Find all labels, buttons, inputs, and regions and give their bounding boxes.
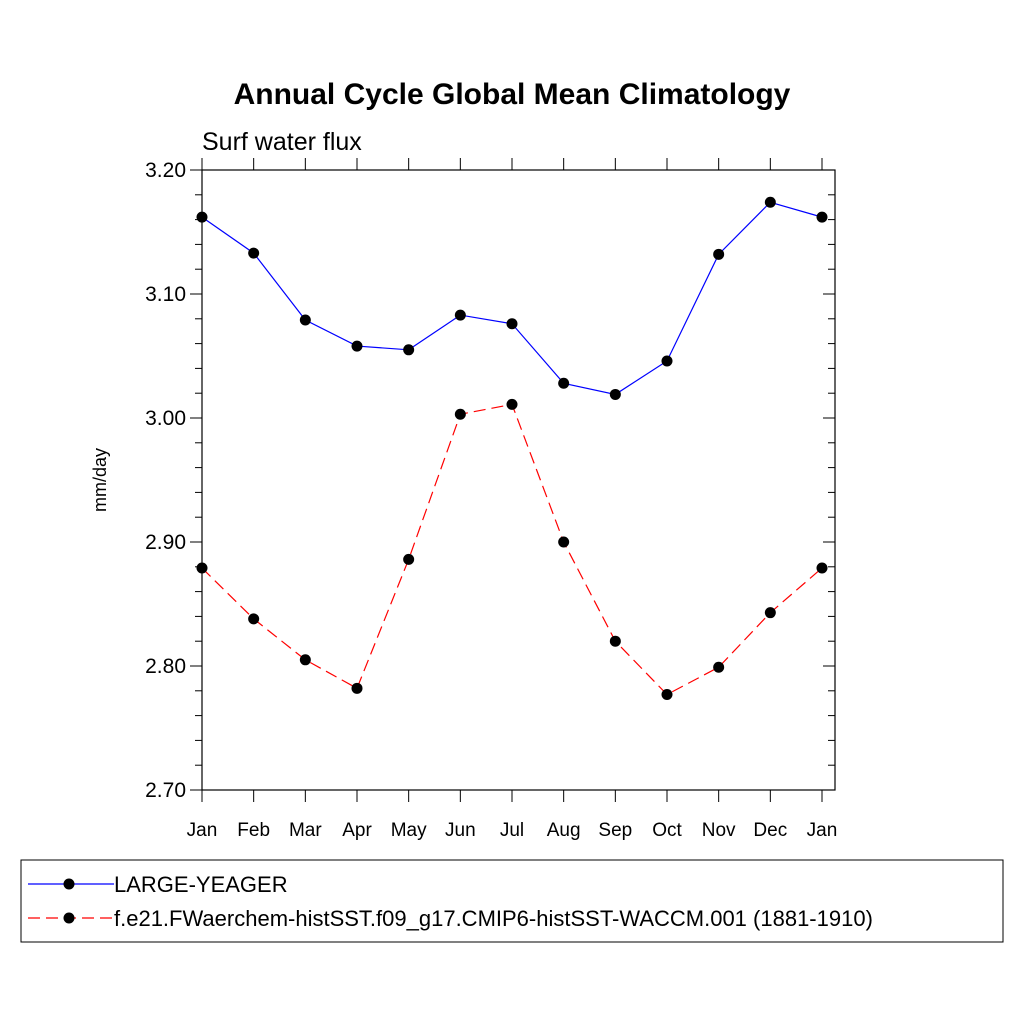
data-point <box>609 388 621 400</box>
x-tick-label: Sep <box>598 820 632 841</box>
series-1 <box>196 196 828 400</box>
legend: LARGE-YEAGER f.e21.FWaerchem-histSST.f09_… <box>20 859 1004 943</box>
data-point <box>558 377 570 389</box>
data-point <box>816 211 828 223</box>
x-tick-label: May <box>391 820 427 841</box>
y-tick-label: 3.10 <box>145 283 186 306</box>
data-point <box>558 536 570 548</box>
y-tick-label: 3.20 <box>145 159 186 182</box>
series-line <box>201 403 823 696</box>
chart-subtitle: Surf water flux <box>202 128 362 156</box>
data-point <box>454 309 466 321</box>
y-axis-label: mm/day <box>90 448 110 512</box>
y-axis-ticks: 2.70 2.80 2.90 3.00 3.10 3.20 <box>145 159 835 802</box>
x-tick-label: Jan <box>187 820 218 841</box>
data-point <box>764 607 776 619</box>
y-tick-label: 2.70 <box>145 779 186 802</box>
data-point <box>248 613 260 625</box>
data-point <box>351 682 363 694</box>
data-point <box>609 635 621 647</box>
y-tick-label: 2.90 <box>145 531 186 554</box>
data-point <box>299 654 311 666</box>
legend-marker <box>63 912 75 924</box>
data-point <box>403 553 415 565</box>
data-point <box>764 196 776 208</box>
data-point <box>506 318 518 330</box>
plot-frame <box>201 169 836 791</box>
data-point <box>713 248 725 260</box>
x-tick-label: Feb <box>237 820 270 841</box>
x-axis-ticks: Jan Feb Mar Apr May Jun Jul Aug Sep Oct Nov Dec Jan <box>187 158 838 841</box>
x-tick-label: Jul <box>500 820 524 841</box>
series-line <box>201 201 823 396</box>
data-point <box>196 562 208 574</box>
y-tick-label: 3.00 <box>145 407 186 430</box>
data-point <box>506 398 518 410</box>
plot-border <box>201 169 836 791</box>
legend-label: LARGE-YEAGER <box>114 872 288 897</box>
data-point <box>196 211 208 223</box>
x-tick-label: Aug <box>547 820 581 841</box>
x-tick-label: Oct <box>652 820 682 841</box>
data-point <box>661 689 673 701</box>
data-point <box>248 247 260 259</box>
legend-label: f.e21.FWaerchem-histSST.f09_g17.CMIP6-hi… <box>114 906 873 931</box>
x-tick-label: Apr <box>342 820 372 841</box>
x-tick-label: Dec <box>753 820 787 841</box>
x-tick-label: Jun <box>445 820 476 841</box>
data-point <box>661 355 673 367</box>
series-layer <box>196 196 828 701</box>
x-tick-label: Mar <box>289 820 322 841</box>
data-point <box>713 661 725 673</box>
data-point <box>816 562 828 574</box>
data-point <box>351 340 363 352</box>
y-tick-label: 2.80 <box>145 655 186 678</box>
x-tick-label: Jan <box>807 820 838 841</box>
data-point <box>454 408 466 420</box>
chart-title: Annual Cycle Global Mean Climatology <box>234 78 791 111</box>
data-point <box>299 314 311 326</box>
series-2 <box>196 398 828 701</box>
legend-marker <box>63 878 75 890</box>
x-tick-label: Nov <box>702 820 736 841</box>
data-point <box>403 344 415 356</box>
legend-box <box>20 859 1004 943</box>
